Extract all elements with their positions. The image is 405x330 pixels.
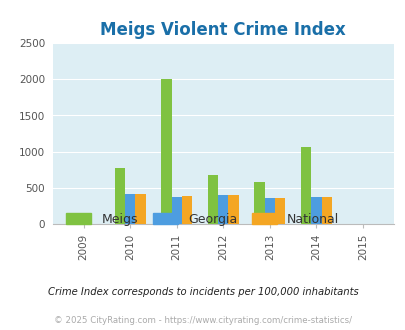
Bar — [115, 168, 125, 224]
Bar — [135, 194, 145, 224]
Bar — [264, 198, 274, 224]
Bar — [228, 195, 238, 224]
Bar — [161, 79, 171, 224]
Bar — [217, 195, 228, 224]
Text: © 2025 CityRating.com - https://www.cityrating.com/crime-statistics/: © 2025 CityRating.com - https://www.city… — [54, 315, 351, 325]
Bar — [254, 182, 264, 224]
Bar — [181, 196, 192, 224]
Text: Crime Index corresponds to incidents per 100,000 inhabitants: Crime Index corresponds to incidents per… — [47, 287, 358, 297]
Bar — [125, 194, 135, 224]
Legend: Meigs, Georgia, National: Meigs, Georgia, National — [63, 209, 342, 230]
Bar — [274, 198, 284, 224]
Title: Meigs Violent Crime Index: Meigs Violent Crime Index — [100, 20, 345, 39]
Bar — [207, 176, 217, 224]
Bar — [311, 197, 321, 224]
Bar — [300, 147, 311, 224]
Bar — [321, 197, 331, 224]
Bar — [171, 197, 181, 224]
